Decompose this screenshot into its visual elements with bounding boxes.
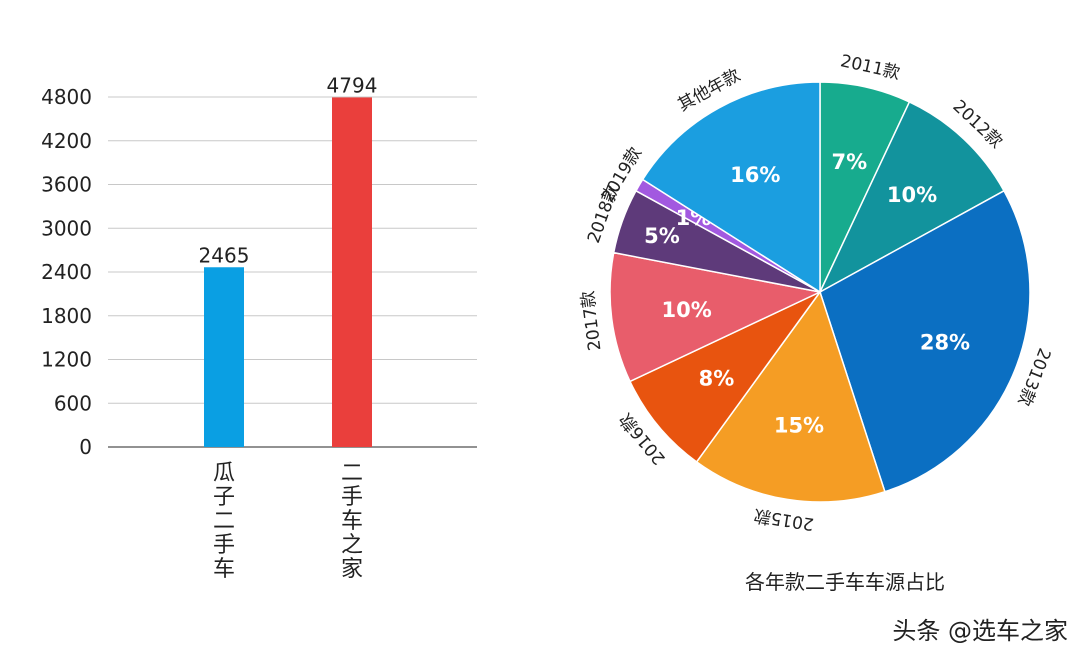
pie-category-label: 2015款 [753, 505, 816, 534]
pie-value-label: 15% [774, 414, 824, 438]
pie-slice [818, 100, 1006, 294]
bar-data-label: 2465 [199, 243, 250, 267]
pie-value-label: 8% [699, 367, 735, 391]
pie-value-label: 16% [730, 163, 780, 187]
x-category-label: 二手车之家 [341, 461, 363, 582]
pie-value-label: 5% [644, 224, 680, 248]
pie-value-label: 10% [662, 298, 712, 322]
y-tick-label: 1200 [41, 348, 92, 372]
bar [332, 97, 372, 447]
bar-chart: 0 600 1200 1800 2400 3000 3600 4200 4800 2465 瓜子二手… [41, 73, 477, 582]
y-tick-label: 4800 [41, 85, 92, 109]
y-tick-label: 4200 [41, 129, 92, 153]
y-tick-label: 0 [79, 435, 92, 459]
pie-value-label: 10% [887, 183, 937, 207]
x-category-label: 瓜子二手车 [213, 461, 235, 582]
pie-value-label: 28% [920, 330, 970, 354]
y-tick-label: 3000 [41, 216, 92, 240]
y-tick-label: 3600 [41, 173, 92, 197]
y-tick-label: 2400 [41, 260, 92, 284]
pie-chart-title: 各年款二手车车源占比 [745, 570, 945, 594]
pie-slice [641, 81, 821, 294]
pie-category-label: 2017款 [578, 290, 605, 352]
watermark-text: 头条 @选车之家 [892, 617, 1068, 645]
bar-data-label: 4794 [327, 73, 378, 97]
pie-category-label: 2011款 [839, 51, 902, 84]
pie-slice [609, 251, 823, 383]
pie-slice [695, 290, 886, 503]
pie-value-label: 7% [831, 150, 867, 174]
pie-slice [819, 189, 1031, 493]
y-tick-label: 600 [54, 391, 92, 415]
bar [204, 267, 244, 447]
y-tick-label: 1800 [41, 304, 92, 328]
pie-slice [628, 291, 821, 463]
pie-chart: 7%2011款10%2012款28%2013款15%2015款8%2016款10… [578, 51, 1054, 534]
